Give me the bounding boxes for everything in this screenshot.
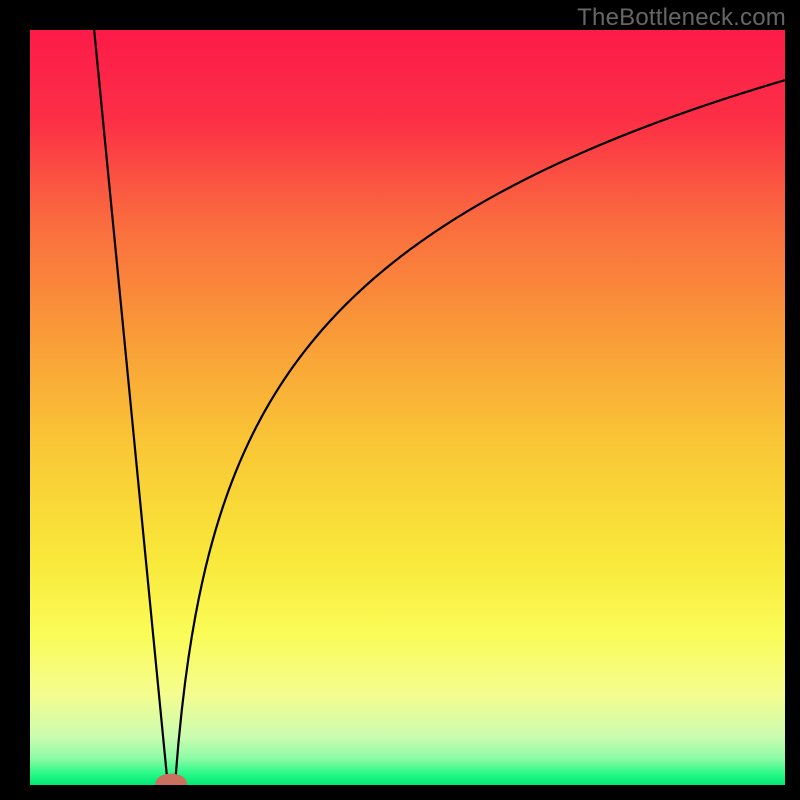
chart-svg (0, 0, 800, 800)
chart-frame: TheBottleneck.com (0, 0, 800, 800)
watermark-text: TheBottleneck.com (577, 4, 786, 32)
curve-vertex-marker (155, 774, 187, 794)
plot-background (30, 30, 785, 785)
